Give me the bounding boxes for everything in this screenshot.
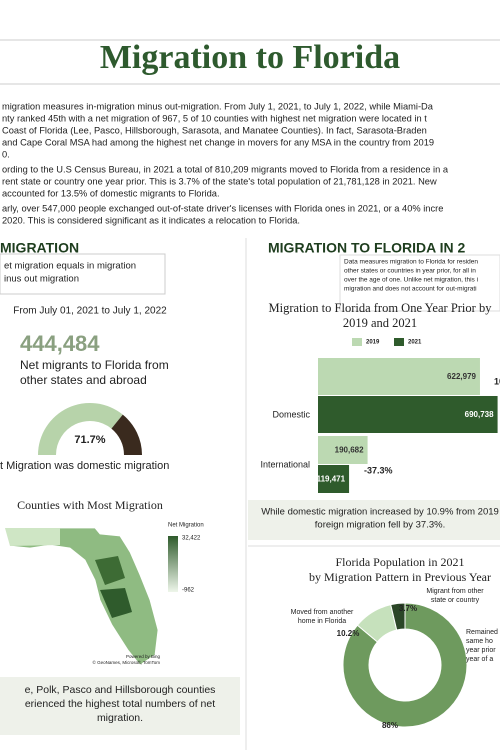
intro-line: rent state or country one year prior. Th… xyxy=(2,176,437,186)
bar-label: 690,738 xyxy=(465,410,494,419)
note: over the age of one. Unlike net migratio… xyxy=(344,277,478,284)
county xyxy=(100,588,132,618)
bar-caption: While domestic migration increased by 10… xyxy=(261,507,499,518)
chart-title: Florida Population in 2021 xyxy=(336,555,465,569)
legend-label: 2019 xyxy=(366,340,380,346)
donut-segment xyxy=(342,602,468,728)
legend-label: 2021 xyxy=(408,340,422,346)
period: From July 01, 2021 to July 1, 2022 xyxy=(13,306,167,317)
note-box xyxy=(339,254,500,312)
category-label: Domestic xyxy=(272,409,310,419)
segment-name: state or country xyxy=(431,597,480,604)
donut-segment xyxy=(390,602,406,631)
intro-line: 0. xyxy=(2,149,10,159)
definition-box xyxy=(0,253,166,295)
bar xyxy=(318,396,498,433)
footer-text: migration. xyxy=(97,712,143,724)
big-label: Net migrants to Florida from xyxy=(20,358,169,372)
bar-caption: foreign migration fell by 37.3%. xyxy=(315,520,445,531)
map-credit: Powered by Bing xyxy=(126,654,161,659)
legend-gradient xyxy=(168,536,178,592)
gauge-rest xyxy=(111,414,142,455)
note: migration and does not account for out-m… xyxy=(344,286,477,293)
chart-title: Migration to Florida from One Year Prior… xyxy=(269,301,493,315)
intro-line: Coast of Florida (Lee, Pasco, Hillsborou… xyxy=(2,125,427,135)
intro-line: arly, over 547,000 people exchanged out-… xyxy=(2,203,443,213)
definition: et migration equals in migration xyxy=(4,261,136,272)
legend-label: 32,422 xyxy=(182,536,201,542)
segment-name: Moved from another xyxy=(291,609,354,616)
definition: inus out migration xyxy=(4,274,79,285)
intro-line: ording to the U.S Census Bureau, in 2021… xyxy=(2,164,449,174)
legend-swatch xyxy=(394,338,404,346)
map-credit: © GeoNames, Microsoft, TomTom xyxy=(93,659,161,665)
change-label: 10 xyxy=(494,376,500,386)
bar-label: 190,682 xyxy=(335,446,364,455)
segment-name: home in Florida xyxy=(298,618,346,625)
florida xyxy=(4,527,159,666)
segment-name: year of a xyxy=(466,656,493,663)
map-title: Counties with Most Migration xyxy=(17,498,163,512)
map xyxy=(4,527,159,666)
bar xyxy=(318,465,350,493)
note: other states or countries in year prior,… xyxy=(344,268,476,275)
section-heading: MIGRATION xyxy=(0,240,79,256)
intro-line: accounted for 13.5% of domestic migrants… xyxy=(2,188,220,198)
footer-text: erienced the highest total numbers of ne… xyxy=(25,698,215,710)
intro-line: and Cape Coral MSA had among the highest… xyxy=(2,137,434,147)
chart-title: by Migration Pattern in Previous Year xyxy=(309,570,491,584)
legend-swatch xyxy=(352,338,362,346)
legend-label: -962 xyxy=(182,588,195,594)
bar-label: 622,979 xyxy=(447,372,476,381)
legend-title: Net Migration xyxy=(168,523,204,529)
footer-text: e, Polk, Pasco and Hillsborough counties xyxy=(25,684,216,696)
intro-line: 2020. This is considered significant as … xyxy=(2,215,300,225)
page-title: Migration to Florida xyxy=(100,39,400,76)
segment-name: Migrant from other xyxy=(426,588,484,595)
note: Data measures migration to Florida for r… xyxy=(344,259,478,266)
intro-line: migration measures in-migration minus ou… xyxy=(2,101,434,111)
intro-line: nty ranked 45th with a net migration of … xyxy=(2,113,427,123)
segment-label: 3.7% xyxy=(399,604,417,613)
section-heading: MIGRATION TO FLORIDA IN 2 xyxy=(268,240,466,256)
bar-label: 119,471 xyxy=(317,475,346,484)
county xyxy=(95,556,125,585)
caption-box xyxy=(248,500,500,540)
chart-title: 2019 and 2021 xyxy=(343,316,417,330)
segment-label: 86% xyxy=(382,721,398,730)
gauge-caption: t Migration was domestic migration xyxy=(0,460,169,472)
gauge-fill xyxy=(37,402,123,455)
bar xyxy=(318,436,368,464)
segment-name: Remained xyxy=(466,629,498,636)
segment-name: year prior xyxy=(466,647,496,654)
county xyxy=(5,528,60,546)
segment-name: same ho xyxy=(466,638,493,645)
bar xyxy=(318,358,480,395)
footer-box xyxy=(0,677,240,735)
big-label: other states and abroad xyxy=(20,373,147,387)
big-number: 444,484 xyxy=(20,331,100,356)
category-label: International xyxy=(260,459,310,469)
segment-label: 10.2% xyxy=(337,629,360,638)
change-label: -37.3% xyxy=(364,465,393,475)
gauge-label: 71.7% xyxy=(74,434,105,446)
